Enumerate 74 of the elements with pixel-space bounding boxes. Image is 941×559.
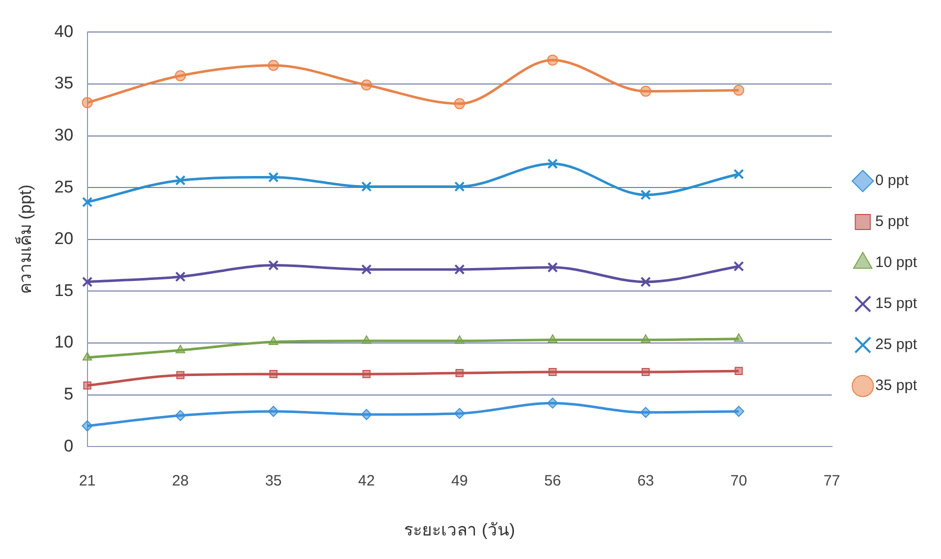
- point: [268, 260, 279, 271]
- point: [82, 97, 93, 108]
- point: [640, 334, 651, 343]
- y-axis-title: ความเค็ม (ppt): [14, 184, 35, 294]
- y-tick-label: 40: [54, 22, 74, 41]
- point: [548, 368, 557, 376]
- point: [733, 84, 744, 96]
- y-tick-label: 15: [54, 280, 74, 300]
- y-tick-label: 10: [54, 332, 74, 352]
- x-tick-label: 21: [78, 472, 96, 490]
- legend-label: 0 ppt: [875, 172, 910, 190]
- y-tick-label: 5: [64, 384, 74, 404]
- point: [82, 196, 93, 208]
- point: [362, 370, 371, 378]
- point: [547, 398, 558, 409]
- x-tick-label: 49: [451, 472, 468, 490]
- legend-label: 25 ppt: [875, 336, 918, 354]
- point: [640, 86, 652, 97]
- point: [175, 271, 186, 282]
- y-tick-label: 20: [54, 229, 74, 248]
- point: [548, 334, 558, 343]
- point: [268, 336, 278, 345]
- x-tick-label: 28: [172, 472, 189, 490]
- y-tick-label: 30: [54, 125, 74, 144]
- point: [174, 410, 186, 422]
- point: [640, 276, 651, 288]
- point: [174, 70, 186, 82]
- point: [642, 368, 650, 376]
- point: [734, 366, 743, 376]
- legend-label: 15 ppt: [875, 295, 918, 312]
- point: [454, 408, 466, 419]
- point: [640, 190, 651, 200]
- point: [176, 344, 186, 354]
- point: [734, 333, 744, 342]
- point: [268, 60, 279, 71]
- legend-label: 35 ppt: [875, 377, 918, 394]
- legend-label: 10 ppt: [875, 254, 918, 272]
- x-tick-label: 42: [358, 472, 375, 490]
- point: [269, 370, 278, 378]
- point: [454, 181, 465, 192]
- point: [268, 172, 279, 182]
- point: [547, 54, 558, 66]
- point: [454, 264, 465, 275]
- point: [82, 352, 92, 361]
- point: [547, 262, 558, 273]
- point: [547, 158, 558, 170]
- x-tick-label: 63: [637, 472, 654, 490]
- legend-label: 5 ppt: [875, 213, 910, 230]
- point: [361, 181, 372, 192]
- point: [733, 168, 744, 180]
- point: [82, 276, 93, 288]
- point: [733, 261, 744, 272]
- point: [83, 381, 92, 390]
- x-tick-label: 56: [544, 472, 561, 490]
- x-axis-title: ระยะเวลา (วัน): [404, 520, 516, 540]
- point: [362, 335, 372, 344]
- point: [456, 369, 464, 378]
- point: [268, 406, 279, 417]
- point: [175, 175, 186, 186]
- point: [361, 264, 372, 275]
- point: [360, 80, 372, 91]
- point: [454, 335, 464, 344]
- x-tick-label: 70: [730, 472, 748, 490]
- x-tick-label: 77: [823, 472, 840, 490]
- y-tick-label: 25: [54, 177, 74, 196]
- point: [733, 406, 744, 417]
- y-tick-label: 35: [54, 74, 74, 93]
- point: [360, 408, 372, 420]
- point: [640, 406, 652, 418]
- x-tick-label: 35: [265, 472, 282, 490]
- point: [176, 371, 184, 380]
- point: [82, 420, 93, 432]
- point: [454, 98, 466, 110]
- y-tick-label: 0: [64, 436, 74, 456]
